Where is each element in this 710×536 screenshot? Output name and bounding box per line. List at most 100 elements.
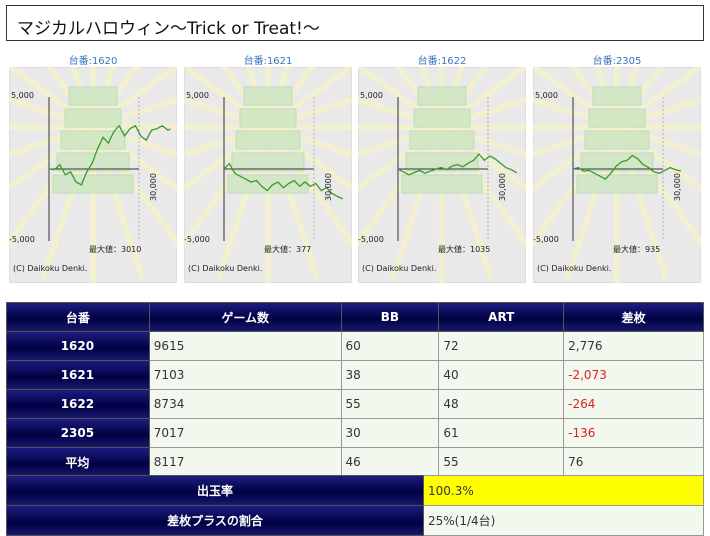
graph-panel-1621: 台番:1621 5,000 -5,000 30,000 最大値：377 (C) … — [184, 52, 352, 284]
machine-number: 1620 — [6, 331, 150, 361]
table-row-average: 平均 8117 46 55 76 — [6, 447, 704, 477]
x-tick-right: 30,000 — [498, 173, 507, 201]
table-row: 2305 7017 30 61 -136 — [6, 418, 704, 448]
games-cell: 7103 — [148, 360, 342, 390]
background-ray — [90, 126, 146, 281]
payout-label: 出玉率 — [6, 475, 424, 506]
background-ray — [564, 126, 620, 281]
coin-difference-line — [397, 153, 518, 176]
copyright-text: (C) Daikoku Denki. — [13, 264, 88, 273]
diff-cell: -2,073 — [563, 360, 704, 390]
page-title: マジカルハロウィン〜Trick or Treat!〜 — [17, 19, 320, 39]
machine-data-table: 台番 ゲーム数 BB ART 差枚 1620 9615 60 72 2,776 … — [6, 302, 704, 477]
x-tick-right: 30,000 — [673, 173, 682, 201]
graph-image[interactable]: 5,000 -5,000 30,000 最大値：935 (C) Daikoku … — [533, 67, 701, 283]
background-ray — [439, 126, 495, 281]
y-tick-top: 5,000 — [186, 91, 209, 100]
max-value-label: 最大値：3010 — [89, 245, 142, 254]
background-tower-block — [235, 130, 301, 150]
coin-difference-line — [48, 124, 171, 186]
column-header: BB — [340, 302, 440, 332]
page-title-box: マジカルハロウィン〜Trick or Treat!〜 — [6, 5, 704, 41]
plus-ratio-row: 差枚プラスの割合 25%(1/4台) — [6, 505, 704, 536]
graph-label[interactable]: 台番:1620 — [68, 56, 118, 67]
diff-cell: -264 — [563, 389, 704, 419]
background-tower-block — [409, 130, 475, 150]
graph-label[interactable]: 台番:1621 — [243, 56, 293, 67]
max-value-label: 最大値：1035 — [438, 245, 491, 254]
graph-label[interactable]: 台番:1622 — [417, 56, 467, 67]
coin-difference-line — [572, 154, 682, 180]
table-row: 1620 9615 60 72 2,776 — [6, 331, 704, 361]
background-tower-block — [64, 108, 122, 128]
graph-image[interactable]: 5,000 -5,000 30,000 最大値：377 (C) Daikoku … — [184, 67, 352, 283]
background-tower-block — [60, 130, 126, 150]
column-header: 差枚 — [563, 302, 704, 332]
table-row: 1622 8734 55 48 -264 — [6, 389, 704, 419]
graph-panel-1622: 台番:1622 5,000 -5,000 30,000 最大値：1035 (C)… — [358, 52, 526, 284]
y-tick-top: 5,000 — [11, 91, 34, 100]
bb-cell: 30 — [340, 418, 440, 448]
coin-difference-line — [223, 162, 344, 200]
art-cell: 48 — [438, 389, 565, 419]
x-tick-right: 30,000 — [149, 173, 158, 201]
graph-image[interactable]: 5,000 -5,000 30,000 最大値：1035 (C) Daikoku… — [358, 67, 526, 283]
background-tower-block — [239, 108, 297, 128]
machine-number: 1622 — [6, 389, 150, 419]
games-cell: 8734 — [148, 389, 342, 419]
graph-image[interactable]: 5,000 -5,000 30,000 最大値：3010 (C) Daikoku… — [9, 67, 177, 283]
background-tower-block — [68, 86, 118, 106]
y-tick-bottom: -5,000 — [358, 235, 384, 244]
art-cell: 72 — [438, 331, 565, 361]
background-tower-block — [417, 86, 467, 106]
graph-panel-1620: 台番:1620 5,000 -5,000 30,000 最大値：3010 (C)… — [9, 52, 177, 284]
machine-number: 1621 — [6, 360, 150, 390]
graph-svg — [184, 67, 352, 283]
games-cell: 7017 — [148, 418, 342, 448]
diff-cell: -136 — [563, 418, 704, 448]
copyright-text: (C) Daikoku Denki. — [362, 264, 437, 273]
y-tick-bottom: -5,000 — [184, 235, 210, 244]
background-tower-block — [52, 174, 134, 194]
background-tower-block — [405, 152, 479, 172]
payout-row: 出玉率 100.3% — [6, 475, 704, 506]
column-header: 台番 — [6, 302, 150, 332]
graph-label[interactable]: 台番:2305 — [592, 56, 642, 67]
y-tick-bottom: -5,000 — [9, 235, 35, 244]
x-tick-right: 30,000 — [324, 173, 333, 201]
background-tower-block — [401, 174, 483, 194]
graph-svg — [533, 67, 701, 283]
bb-cell: 38 — [340, 360, 440, 390]
graph-svg — [358, 67, 526, 283]
max-value-label: 最大値：377 — [264, 245, 312, 254]
bb-cell: 60 — [340, 331, 440, 361]
art-cell: 61 — [438, 418, 565, 448]
background-tower-block — [592, 86, 642, 106]
background-tower-block — [588, 108, 646, 128]
background-ray — [265, 126, 321, 281]
summary-table: 出玉率 100.3% 差枚プラスの割合 25%(1/4台) — [6, 475, 704, 536]
background-ray — [614, 126, 670, 281]
copyright-text: (C) Daikoku Denki. — [188, 264, 263, 273]
graph-row: 台番:1620 5,000 -5,000 30,000 最大値：3010 (C)… — [9, 52, 703, 284]
diff-cell: 76 — [563, 447, 704, 477]
payout-value: 100.3% — [423, 475, 704, 506]
y-tick-top: 5,000 — [360, 91, 383, 100]
games-cell: 8117 — [148, 447, 342, 477]
copyright-text: (C) Daikoku Denki. — [537, 264, 612, 273]
y-tick-bottom: -5,000 — [533, 235, 559, 244]
machine-number: 2305 — [6, 418, 150, 448]
bb-cell: 46 — [340, 447, 440, 477]
background-ray — [215, 126, 271, 281]
background-tower-block — [584, 130, 650, 150]
background-tower-block — [413, 108, 471, 128]
average-label: 平均 — [6, 447, 150, 477]
graph-svg — [9, 67, 177, 283]
background-tower-block — [231, 152, 305, 172]
diff-cell: 2,776 — [563, 331, 704, 361]
background-tower-block — [580, 152, 654, 172]
bb-cell: 55 — [340, 389, 440, 419]
plus-ratio-value: 25%(1/4台) — [423, 505, 704, 536]
background-tower-block — [243, 86, 293, 106]
graph-panel-2305: 台番:2305 5,000 -5,000 30,000 最大値：935 (C) … — [533, 52, 701, 284]
